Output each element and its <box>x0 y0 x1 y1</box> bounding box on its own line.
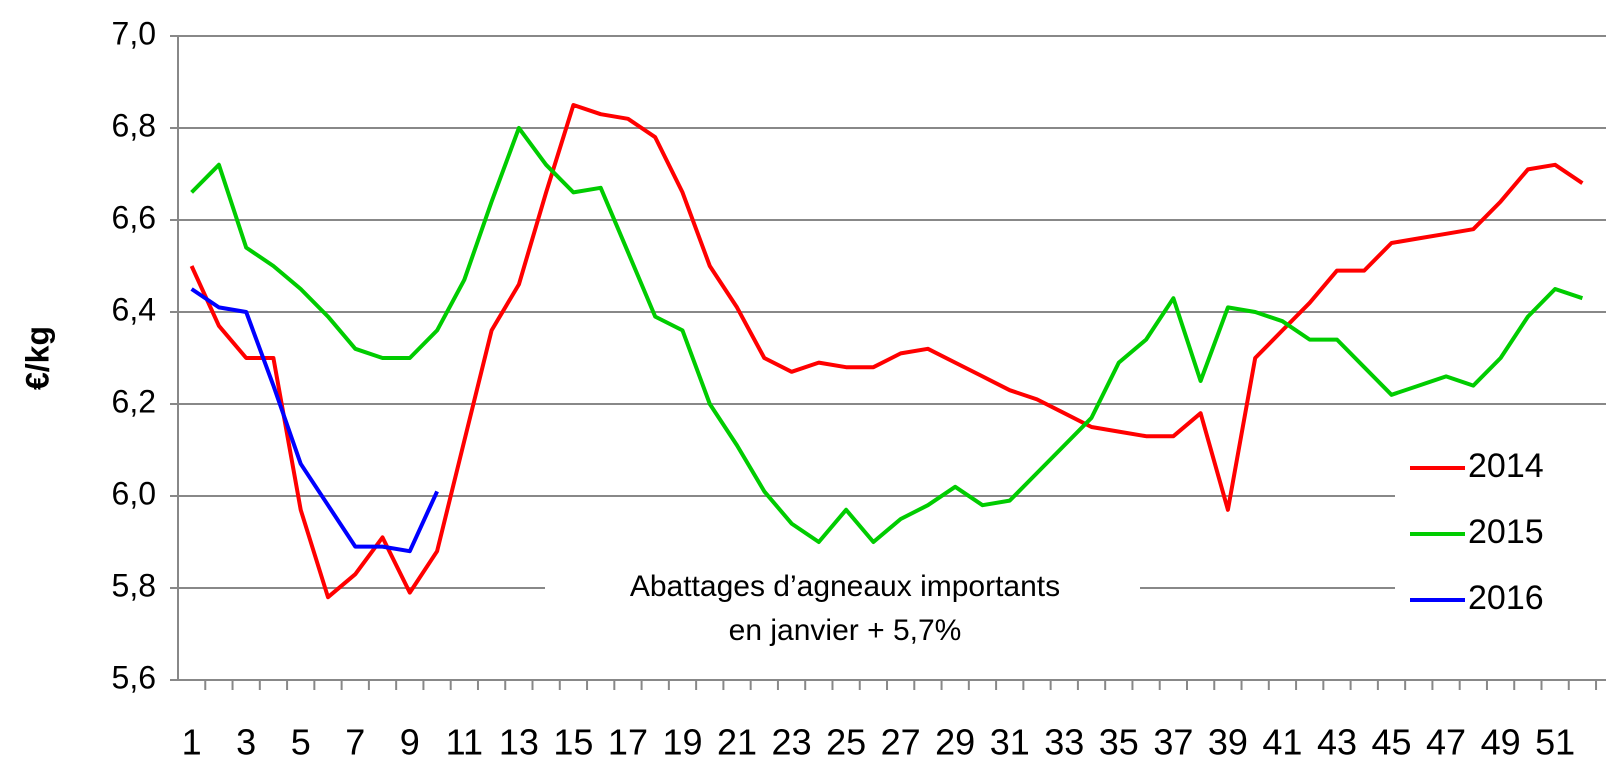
x-tick-label: 41 <box>1262 722 1302 763</box>
x-tick-label: 15 <box>553 722 593 763</box>
y-tick-label: 5,6 <box>112 659 156 695</box>
y-tick-label: 6,2 <box>112 383 156 419</box>
annotation-bg <box>545 560 1140 640</box>
x-tick-label: 39 <box>1208 722 1248 763</box>
x-tick-label: 11 <box>446 722 483 763</box>
x-tick-label: 17 <box>608 722 648 763</box>
y-tick-label: 6,0 <box>112 475 156 511</box>
series-line <box>190 126 1584 544</box>
y-tick-label: 7,0 <box>112 15 156 51</box>
x-tick-label: 1 <box>182 722 202 763</box>
x-tick-label: 27 <box>881 722 921 763</box>
x-tick-label: 35 <box>1099 722 1139 763</box>
x-tick-label: 25 <box>826 722 866 763</box>
series-line <box>190 287 439 554</box>
y-tick-label: 6,8 <box>112 107 156 143</box>
x-tick-label: 7 <box>345 722 365 763</box>
x-tick-label: 49 <box>1481 722 1521 763</box>
legend-label: 2016 <box>1468 579 1544 617</box>
y-tick-label: 6,6 <box>112 199 156 235</box>
annotation: Abattages d’agneaux importants <box>630 570 1060 603</box>
x-tick-label: 37 <box>1153 722 1193 763</box>
x-tick-label: 3 <box>236 722 256 763</box>
legend-label: 2014 <box>1468 447 1544 485</box>
x-tick-label: 23 <box>772 722 812 763</box>
y-tick-label: 5,8 <box>112 567 156 603</box>
x-tick-label: 13 <box>499 722 539 763</box>
annotation: en janvier + 5,7% <box>729 614 962 647</box>
x-tick-label: 5 <box>291 722 311 763</box>
x-tick-label: 47 <box>1426 722 1466 763</box>
x-tick-label: 31 <box>990 722 1030 763</box>
x-tick-label: 9 <box>400 722 420 763</box>
y-tick-label: 6,4 <box>112 291 156 327</box>
x-tick-label: 43 <box>1317 722 1357 763</box>
x-tick-label: 45 <box>1371 722 1411 763</box>
x-tick-label: 21 <box>717 722 757 763</box>
x-tick-label: 51 <box>1535 722 1575 763</box>
series-line <box>189 103 1584 600</box>
x-tick-label: 29 <box>935 722 975 763</box>
x-tick-label: 19 <box>662 722 702 763</box>
legend-label: 2015 <box>1468 513 1544 551</box>
x-tick-label: 33 <box>1044 722 1084 763</box>
y-axis-label: €/kg <box>19 326 55 390</box>
